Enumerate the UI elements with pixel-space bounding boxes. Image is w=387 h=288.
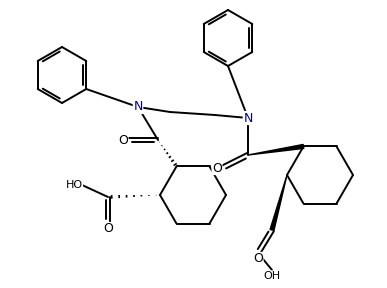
Text: O: O: [253, 253, 263, 266]
Polygon shape: [248, 145, 304, 155]
Text: O: O: [212, 162, 222, 175]
Polygon shape: [270, 175, 287, 230]
Text: O: O: [103, 223, 113, 236]
Text: N: N: [133, 101, 143, 113]
Text: OH: OH: [264, 271, 281, 281]
Text: N: N: [243, 111, 253, 124]
Text: HO: HO: [65, 180, 82, 190]
Text: O: O: [118, 134, 128, 147]
